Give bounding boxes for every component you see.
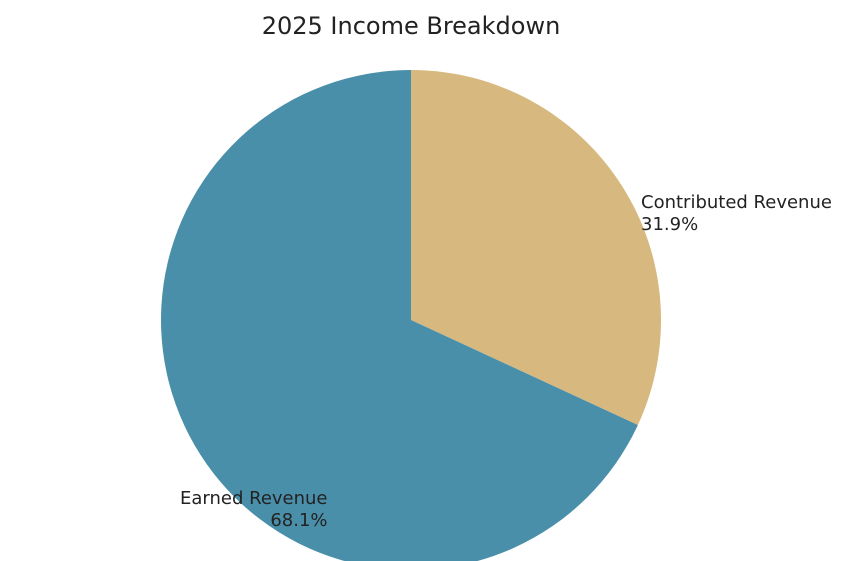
slice-label: Contributed Revenue	[641, 192, 832, 213]
slice-percent-label: 68.1%	[270, 510, 327, 531]
pie-slice-contributed-revenue	[411, 70, 662, 426]
slice-label: Earned Revenue	[180, 488, 328, 509]
pie-slices	[161, 70, 662, 561]
slice-percent-label: 31.9%	[641, 214, 698, 235]
pie-slice-earned-revenue	[161, 70, 638, 561]
chart-title: 2025 Income Breakdown	[262, 12, 561, 40]
